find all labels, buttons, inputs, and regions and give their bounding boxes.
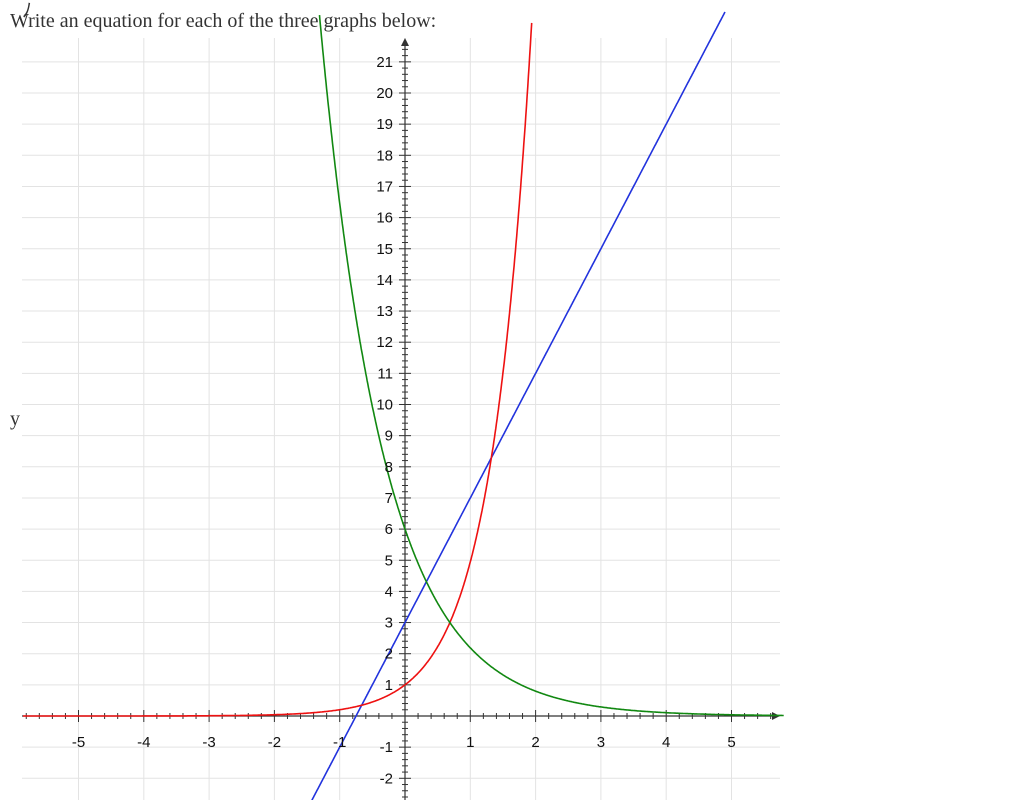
series-group xyxy=(23,11,784,800)
cropped-text-fragment: ﾉ xyxy=(22,0,32,22)
y-tick-label: 12 xyxy=(376,334,393,351)
x-tick-label: -1 xyxy=(333,734,346,751)
y-tick-label: 13 xyxy=(376,303,393,320)
y-tick-label: -1 xyxy=(380,739,393,756)
x-tick-label: 2 xyxy=(531,734,539,751)
y-tick-label: 4 xyxy=(385,583,393,600)
y-tick-label: 11 xyxy=(377,365,393,382)
y-tick-label: 20 xyxy=(376,85,393,102)
y-tick-label: 2 xyxy=(385,646,393,663)
x-tick-label: 4 xyxy=(662,734,670,751)
x-tick-label: -4 xyxy=(137,734,150,751)
y-axis-label: y xyxy=(10,408,20,430)
grid-lines xyxy=(22,38,780,800)
y-tick-label: 21 xyxy=(376,54,393,71)
y-tick-label: 6 xyxy=(385,521,393,538)
y-tick-label: 19 xyxy=(376,116,393,133)
minor-ticks xyxy=(25,48,772,798)
x-tick-label: -5 xyxy=(72,734,85,751)
y-tick-label: 8 xyxy=(385,459,393,476)
y-tick-label: 17 xyxy=(376,178,393,195)
y-axis-arrow xyxy=(401,38,409,46)
series-curve-2 xyxy=(23,22,533,717)
y-tick-label: 10 xyxy=(376,397,393,414)
x-tick-label: 1 xyxy=(466,734,474,751)
series-curve-3 xyxy=(318,15,784,717)
y-tick-label: 9 xyxy=(385,428,393,445)
x-tick-label: 3 xyxy=(597,734,605,751)
y-tick-label: 18 xyxy=(376,147,393,164)
y-tick-label: 5 xyxy=(385,552,393,569)
tick-labels: -5 -4 -3 -2 -1 1 2 3 4 5-2-1123456789101112131415… xyxy=(72,54,736,787)
x-tick-label: -3 xyxy=(202,734,215,751)
y-tick-label: 16 xyxy=(376,210,393,227)
y-tick-label: 3 xyxy=(385,615,393,632)
y-tick-label: -2 xyxy=(380,770,393,787)
question-prompt: Write an equation for each of the three … xyxy=(10,10,437,32)
y-tick-label: 15 xyxy=(376,241,393,258)
y-tick-label: 14 xyxy=(376,272,393,289)
x-tick-label: 5 xyxy=(727,734,735,751)
series-curve-1 xyxy=(311,11,726,800)
x-tick-label: -2 xyxy=(268,734,281,751)
y-tick-label: 1 xyxy=(385,677,393,694)
y-tick-label: 7 xyxy=(385,490,393,507)
